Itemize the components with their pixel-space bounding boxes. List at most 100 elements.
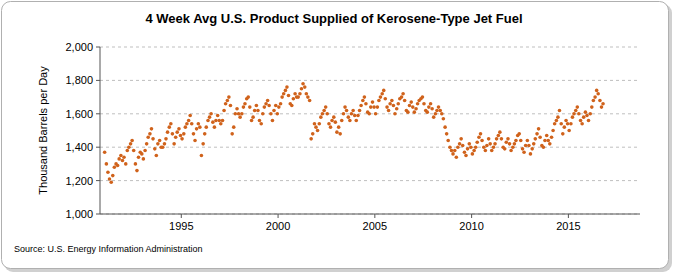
point	[332, 115, 336, 119]
point	[203, 132, 207, 136]
x-tick	[471, 214, 472, 218]
point	[335, 130, 339, 134]
point	[372, 105, 376, 109]
y-tick-label: 1,600	[65, 108, 93, 120]
point	[519, 139, 523, 143]
point	[453, 149, 457, 153]
point	[550, 135, 554, 139]
point	[442, 117, 446, 121]
point	[174, 135, 178, 139]
point	[204, 125, 208, 129]
point	[508, 142, 512, 146]
point	[480, 139, 484, 143]
point	[495, 137, 499, 141]
point	[498, 130, 502, 134]
point	[514, 139, 518, 143]
point	[535, 132, 539, 136]
point	[572, 112, 576, 116]
point	[551, 129, 555, 133]
point	[532, 142, 536, 146]
point	[264, 102, 268, 106]
point	[437, 105, 441, 109]
point	[255, 104, 259, 108]
point	[472, 149, 476, 153]
point	[327, 122, 331, 126]
point	[455, 155, 459, 159]
point	[475, 140, 479, 144]
point	[274, 104, 278, 108]
point	[367, 112, 371, 116]
point	[456, 145, 460, 149]
point	[526, 139, 530, 143]
point	[401, 92, 405, 96]
point	[601, 102, 605, 106]
point	[242, 105, 246, 109]
point	[243, 102, 247, 106]
y-tick	[96, 113, 100, 114]
point	[446, 139, 450, 143]
point	[261, 112, 265, 116]
point	[324, 105, 328, 109]
point	[334, 120, 338, 124]
point	[329, 125, 333, 129]
point	[492, 145, 496, 149]
point	[163, 142, 167, 146]
point	[537, 127, 541, 131]
point	[185, 122, 189, 126]
point	[592, 99, 596, 103]
frame	[2, 2, 669, 269]
point	[233, 112, 237, 116]
point	[564, 119, 568, 123]
point	[109, 180, 113, 184]
point	[406, 110, 410, 114]
point	[214, 119, 218, 123]
point	[301, 82, 305, 86]
point	[482, 145, 486, 149]
point	[451, 152, 455, 156]
point	[467, 142, 471, 146]
point	[580, 122, 584, 126]
point	[143, 149, 147, 153]
point	[330, 119, 334, 123]
point	[432, 115, 436, 119]
point	[305, 92, 309, 96]
point	[509, 149, 513, 153]
x-tick-label: 2010	[459, 220, 483, 232]
point	[561, 132, 565, 136]
point	[477, 135, 481, 139]
point	[438, 109, 442, 113]
point	[169, 122, 173, 126]
x-tick-label: 2000	[266, 220, 290, 232]
point	[408, 104, 412, 108]
point	[111, 174, 115, 178]
point	[314, 125, 318, 129]
point	[479, 132, 483, 136]
point	[187, 119, 191, 123]
point	[293, 92, 297, 96]
point	[595, 89, 599, 93]
point	[542, 145, 546, 149]
point	[167, 125, 171, 129]
point	[487, 137, 491, 141]
point	[600, 105, 604, 109]
point	[253, 109, 257, 113]
point	[282, 92, 286, 96]
point	[197, 122, 201, 126]
point	[224, 102, 228, 106]
point	[193, 139, 197, 143]
point	[116, 164, 120, 168]
point	[548, 142, 552, 146]
point	[385, 105, 389, 109]
point	[374, 112, 378, 116]
point	[272, 109, 276, 113]
point	[124, 162, 128, 166]
y-tick	[96, 180, 100, 181]
point	[142, 157, 146, 161]
point	[434, 112, 438, 116]
point	[135, 169, 139, 173]
point	[584, 110, 588, 114]
point	[504, 140, 508, 144]
point	[458, 142, 462, 146]
point	[129, 142, 133, 146]
point	[545, 134, 549, 138]
